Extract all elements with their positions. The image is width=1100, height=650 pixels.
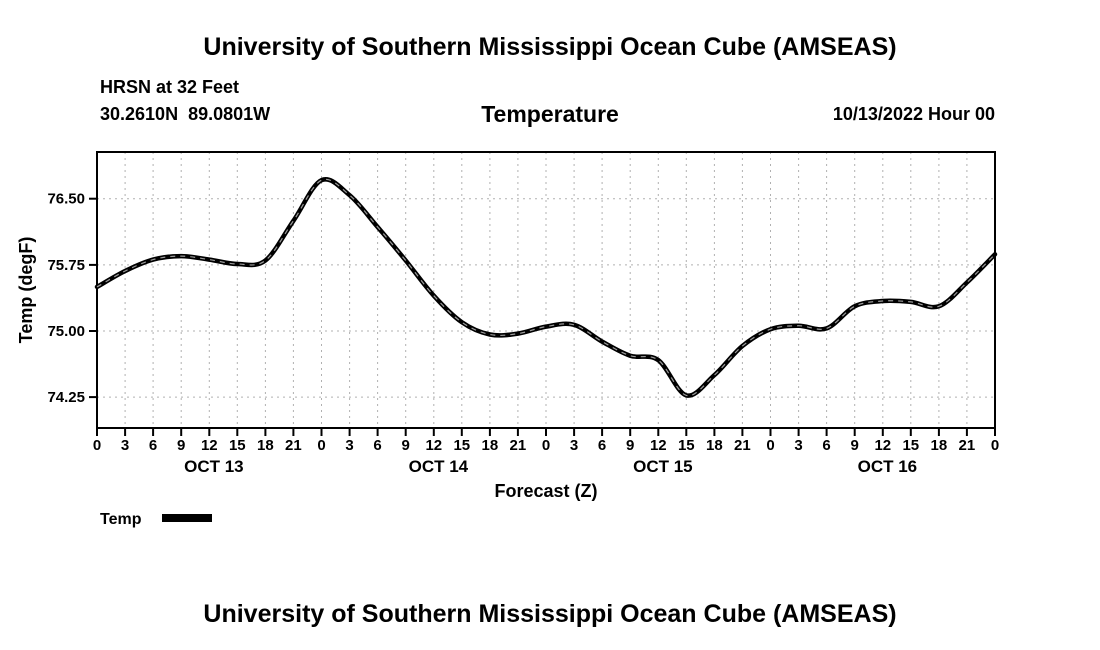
chart-title: University of Southern Mississippi Ocean… <box>203 33 897 61</box>
x-tick-label: 0 <box>766 437 774 454</box>
grid-lines <box>96 152 996 428</box>
x-tick-label: 9 <box>177 437 185 454</box>
variable-title: Temperature <box>481 101 619 127</box>
x-tick-label: 21 <box>285 437 302 454</box>
x-tick-label: 21 <box>959 437 976 454</box>
x-tick-label: 15 <box>902 437 919 454</box>
temperature-chart: 0 3 6 9 12 15 18 21 0 3 6 9 12 15 18 21 0 3 6 9 12 15 18 21 0 3 6 9… <box>16 151 999 528</box>
x-tick-label: 18 <box>482 437 499 454</box>
temp-line <box>94 177 998 398</box>
x-tick-label: 21 <box>734 437 751 454</box>
x-tick-labels: 0 3 6 9 12 15 18 21 0 3 6 9 12 15 18 21 0 3 6 9 12 15 18 21 0 3 6 9… <box>93 437 999 454</box>
y-tick-label: 75.75 <box>47 257 85 274</box>
x-tick-label: 3 <box>570 437 578 454</box>
x-tick-label: 12 <box>425 437 442 454</box>
x-tick-label: 18 <box>257 437 274 454</box>
x-tick-label: 6 <box>822 437 830 454</box>
x-tick-label: 6 <box>598 437 606 454</box>
day-labels: OCT 13 OCT 14 OCT 15 OCT 16 <box>184 457 917 476</box>
y-axis-title: Temp (degF) <box>16 237 36 344</box>
x-tick-label: 18 <box>706 437 723 454</box>
x-tick-label: 0 <box>542 437 550 454</box>
x-tick-label: 15 <box>229 437 246 454</box>
x-tick-label: 12 <box>201 437 218 454</box>
run-timestamp: 10/13/2022 Hour 00 <box>832 104 995 124</box>
x-tick-label: 9 <box>402 437 410 454</box>
x-axis-title: Forecast (Z) <box>494 481 597 501</box>
x-tick-label: 21 <box>510 437 527 454</box>
legend: Temp <box>100 511 212 528</box>
x-tick-label: 12 <box>650 437 667 454</box>
day-label: OCT 14 <box>409 457 469 476</box>
x-tick-label: 15 <box>453 437 470 454</box>
axes <box>89 151 996 436</box>
x-tick-label: 3 <box>345 437 353 454</box>
station-label: HRSN at 32 Feet <box>100 77 240 97</box>
y-tick-label: 75.00 <box>47 323 85 340</box>
y-tick-label: 74.25 <box>47 389 85 406</box>
x-tick-label: 12 <box>874 437 891 454</box>
x-tick-label: 9 <box>851 437 859 454</box>
x-tick-label: 0 <box>991 437 999 454</box>
legend-label: Temp <box>100 511 142 528</box>
day-label: OCT 15 <box>633 457 693 476</box>
x-tick-label: 6 <box>373 437 381 454</box>
x-tick-label: 0 <box>93 437 101 454</box>
x-tick-label: 0 <box>317 437 325 454</box>
y-tick-labels: 74.25 75.00 75.75 76.50 <box>47 191 85 406</box>
footer-chart-title: University of Southern Mississippi Ocean… <box>203 600 897 628</box>
coordinates-label: 30.2610N 89.0801W <box>100 104 271 124</box>
x-tick-label: 3 <box>121 437 129 454</box>
x-tick-label: 9 <box>626 437 634 454</box>
y-tick-label: 76.50 <box>47 191 85 208</box>
x-tick-label: 6 <box>149 437 157 454</box>
x-tick-label: 15 <box>678 437 695 454</box>
x-tick-label: 3 <box>794 437 802 454</box>
day-label: OCT 13 <box>184 457 244 476</box>
x-tick-label: 18 <box>931 437 948 454</box>
day-label: OCT 16 <box>858 457 918 476</box>
